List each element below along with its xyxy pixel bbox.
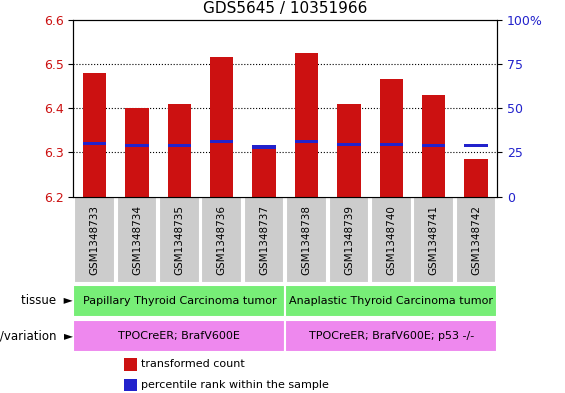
Bar	[253, 148, 276, 196]
Bar	[285, 320, 497, 352]
Title: GDS5645 / 10351966: GDS5645 / 10351966	[203, 1, 367, 16]
Text: tissue  ►: tissue ►	[21, 294, 72, 307]
Bar	[253, 145, 276, 149]
Bar	[210, 140, 233, 143]
Text: TPOCreER; BrafV600E; p53 -/-: TPOCreER; BrafV600E; p53 -/-	[308, 331, 474, 341]
Bar	[380, 79, 403, 196]
Bar	[285, 285, 497, 317]
Bar	[413, 196, 454, 283]
Bar	[244, 196, 285, 283]
Text: GSM1348740: GSM1348740	[386, 205, 396, 275]
Bar	[337, 143, 360, 146]
Bar	[371, 196, 411, 283]
Bar	[75, 196, 115, 283]
Bar	[295, 140, 318, 143]
Text: transformed count: transformed count	[141, 359, 245, 369]
Text: GSM1348736: GSM1348736	[217, 205, 227, 275]
Bar	[73, 320, 285, 352]
Bar	[116, 196, 157, 283]
Text: TPOCreER; BrafV600E: TPOCreER; BrafV600E	[119, 331, 240, 341]
Bar	[168, 144, 191, 147]
Text: GSM1348739: GSM1348739	[344, 205, 354, 275]
Bar	[286, 196, 327, 283]
Bar	[295, 53, 318, 196]
Bar	[202, 196, 242, 283]
Bar	[83, 142, 106, 145]
Bar	[124, 379, 137, 391]
Bar	[168, 104, 191, 196]
Bar	[83, 73, 106, 196]
Bar	[337, 104, 360, 196]
Text: percentile rank within the sample: percentile rank within the sample	[141, 380, 329, 390]
Bar	[455, 196, 496, 283]
Bar	[422, 95, 445, 196]
Bar	[422, 144, 445, 147]
Text: GSM1348742: GSM1348742	[471, 205, 481, 275]
Bar	[73, 285, 285, 317]
Bar	[464, 159, 488, 196]
Bar	[210, 57, 233, 196]
Bar	[125, 108, 149, 196]
Bar	[464, 144, 488, 147]
Text: GSM1348733: GSM1348733	[90, 205, 99, 275]
Text: GSM1348737: GSM1348737	[259, 205, 269, 275]
Bar	[328, 196, 370, 283]
Text: GSM1348738: GSM1348738	[302, 205, 311, 275]
Text: Papillary Thyroid Carcinoma tumor: Papillary Thyroid Carcinoma tumor	[82, 296, 276, 306]
Text: GSM1348735: GSM1348735	[175, 205, 184, 275]
Text: GSM1348741: GSM1348741	[429, 205, 438, 275]
Bar	[124, 358, 137, 371]
Text: Anaplastic Thyroid Carcinoma tumor: Anaplastic Thyroid Carcinoma tumor	[289, 296, 493, 306]
Text: GSM1348734: GSM1348734	[132, 205, 142, 275]
Bar	[159, 196, 200, 283]
Bar	[125, 144, 149, 147]
Bar	[380, 143, 403, 146]
Text: genotype/variation  ►: genotype/variation ►	[0, 329, 72, 343]
